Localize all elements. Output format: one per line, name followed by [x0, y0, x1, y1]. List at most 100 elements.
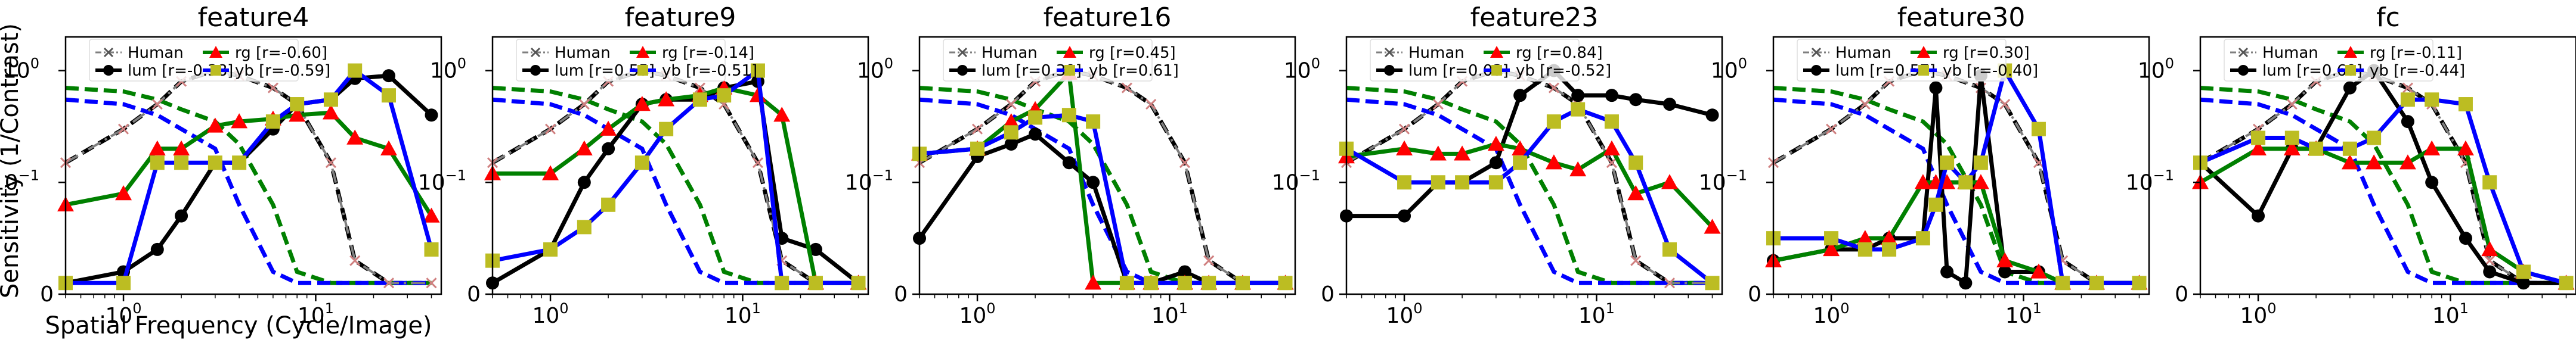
y-tick-label: 10−1 — [2126, 167, 2174, 195]
legend-marker — [1918, 65, 1929, 76]
yb-point — [1824, 231, 1839, 246]
human-point — [1548, 82, 1559, 93]
yb-point — [1958, 175, 1973, 190]
legend-marker — [636, 46, 649, 58]
legend-label: rg [r=0.45] — [1089, 44, 1176, 62]
rg-point — [1085, 275, 1102, 290]
yb-point — [116, 276, 131, 291]
y-tick-label: 100 — [857, 55, 893, 83]
legend-marker — [1811, 47, 1822, 58]
y-tick-exponent: −1 — [445, 167, 466, 183]
yb-point — [2458, 97, 2473, 112]
rg-point — [658, 91, 675, 107]
yb-point — [150, 155, 165, 170]
human-point — [752, 157, 764, 169]
yb-point — [577, 220, 592, 235]
rg-point — [1704, 219, 1721, 234]
series-lum-line — [1346, 67, 1713, 219]
human-point — [1825, 123, 1837, 135]
rg-point — [115, 185, 132, 201]
y-tick-exponent: 0 — [30, 55, 39, 72]
human-point — [1203, 255, 1215, 266]
lum-point — [1062, 156, 1076, 170]
y-tick-label: 10−1 — [845, 167, 893, 195]
rg-point — [1856, 230, 1874, 245]
series-yb-line — [919, 113, 1286, 285]
series-rg-line — [65, 110, 434, 217]
series-rg-line — [1346, 142, 1714, 229]
y-tick-label: 100 — [3, 55, 39, 83]
yb-point — [1940, 155, 1955, 170]
y-tick-label: 10−1 — [1272, 167, 1320, 195]
x-tick-label: 101 — [1578, 300, 1615, 328]
legend-marker — [2344, 46, 2357, 58]
legend-marker — [530, 47, 541, 58]
legend-marker — [103, 65, 114, 76]
legend-marker — [2345, 65, 2356, 76]
legend-marker — [1384, 47, 1395, 58]
x-tick-exponent: 0 — [559, 300, 568, 317]
lum-point — [1998, 265, 2012, 279]
legend-label: Human — [555, 44, 611, 62]
x-tick-exponent: 0 — [2267, 300, 2276, 317]
lum-point — [2401, 115, 2414, 129]
legend-box — [2224, 39, 2433, 82]
series-yb-line — [1345, 107, 1714, 285]
legend-marker — [637, 65, 648, 76]
yb-point — [851, 276, 866, 291]
yb-point — [808, 276, 823, 291]
x-tick-label: 100 — [105, 300, 141, 328]
lum-point — [1086, 176, 1100, 189]
rg-point — [1823, 241, 1840, 257]
legend-label: yb [r=-0.51] — [662, 62, 757, 80]
rg-point — [2399, 154, 2416, 170]
yb-point — [1973, 155, 1988, 170]
y-tick-label: 0 — [894, 282, 908, 307]
x-tick-exponent: 0 — [132, 300, 141, 317]
yb-point — [634, 155, 649, 170]
lum-point — [602, 142, 615, 155]
yb-point — [775, 276, 789, 291]
rg-point — [1603, 140, 1620, 155]
lum-point — [1605, 89, 1618, 102]
x-tick-label: 100 — [1386, 300, 1422, 328]
rg-point — [2457, 140, 2474, 155]
lum-point — [2459, 232, 2472, 245]
legend-marker — [1490, 46, 1503, 58]
rg-point — [1487, 135, 1504, 151]
y-tick-label: 0 — [467, 282, 481, 307]
series-human-line — [491, 69, 859, 285]
yb-point — [1915, 231, 1930, 246]
yb-point — [1061, 108, 1076, 123]
lum-point — [2252, 209, 2265, 223]
rg-point — [2423, 140, 2441, 155]
x-tick-label: 100 — [1813, 300, 1849, 328]
yb-point — [1705, 276, 1720, 291]
human-point — [1179, 157, 1191, 169]
human-point — [578, 98, 590, 110]
yb-point — [1928, 197, 1943, 212]
legend-box — [1797, 39, 2007, 82]
legend-marker — [2238, 47, 2249, 58]
plot-frame — [1345, 36, 1723, 295]
x-tick-exponent: 1 — [2033, 300, 2042, 317]
yb-point — [2089, 276, 2104, 291]
legend-box — [943, 39, 1153, 82]
lum-point — [1489, 156, 1503, 170]
rg-point — [231, 113, 248, 129]
x-tick-label: 101 — [2432, 300, 2469, 328]
x-tick-label: 100 — [959, 300, 995, 328]
y-tick-exponent: 0 — [1311, 55, 1320, 72]
x-tick-exponent: 1 — [2460, 300, 2469, 317]
yb-point — [2559, 276, 2574, 291]
reference-ref_lum — [918, 68, 1286, 285]
human-point — [151, 98, 163, 110]
human-point — [1606, 157, 1618, 169]
x-tick-label: 101 — [2005, 300, 2042, 328]
human-point — [117, 123, 129, 135]
